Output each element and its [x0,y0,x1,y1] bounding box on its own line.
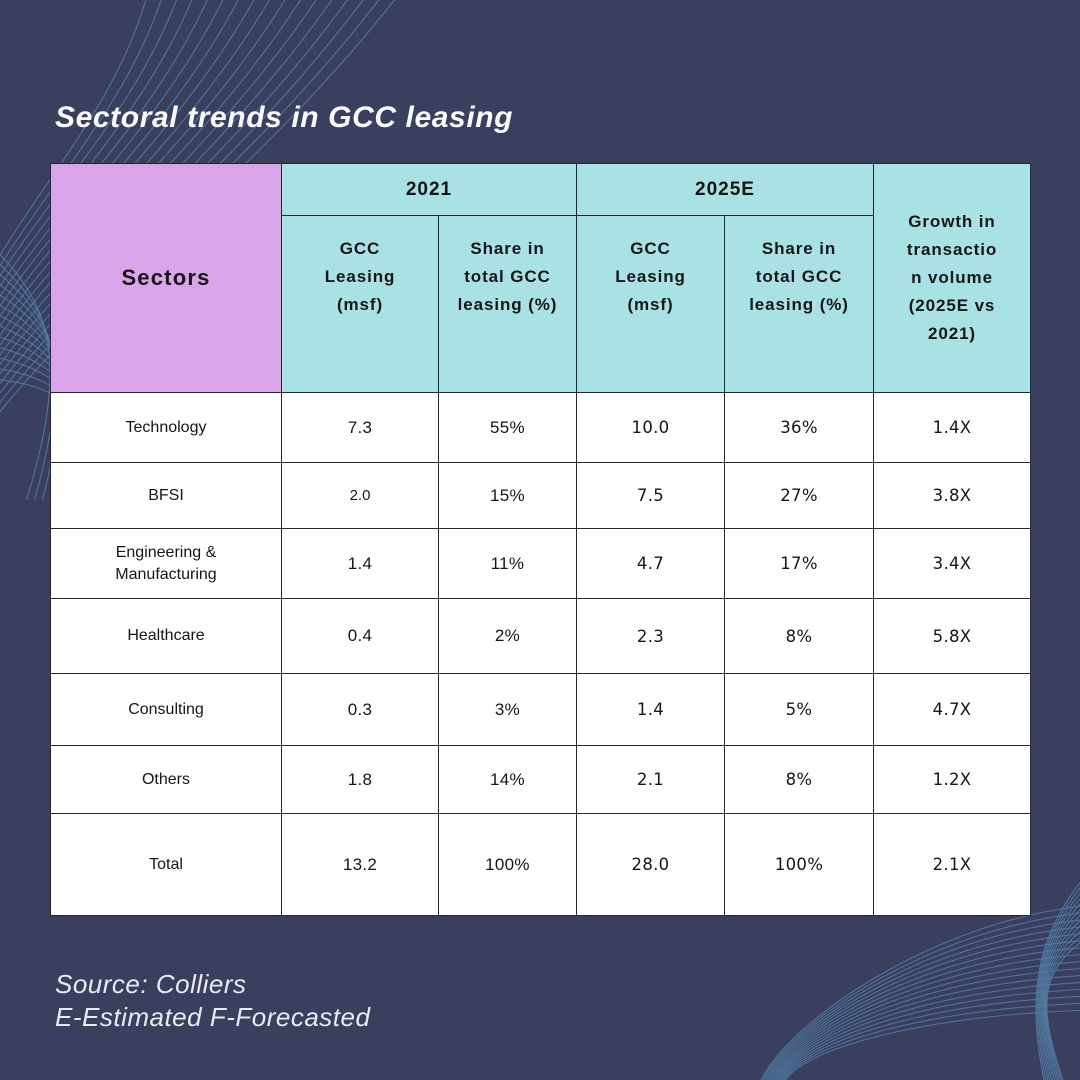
header-growth-in-transaction-volume: Growth in transactio n volume (2025E vs … [873,163,1032,393]
page-title: Sectoral trends in GCC leasing [55,101,514,134]
table-row-others: Others 1.8 14% 2.1 8% 1.2X [50,745,1032,814]
header-gcc-leasing-msf-2025e: GCC Leasing (msf) [576,215,725,393]
value-cell: 1.2X [873,745,1032,814]
value-cell: 1.4X [873,392,1032,463]
value-cell: 7.5 [576,462,725,529]
sector-cell: Healthcare [50,598,282,674]
header-year-2025e: 2025E [575,163,875,216]
sub-header-row: GCC Leasing (msf) Share in total GCC lea… [51,215,1031,393]
source-note: Source: Colliers [55,969,247,999]
year-band-row: Sectors 2021 2025E Growth in transactio … [50,163,1032,393]
legend-note: E-Estimated F-Forecasted [55,1002,371,1032]
value-cell: 2.1 [576,745,725,814]
value-cell: 100% [723,813,875,916]
gcc-leasing-table: Sectors 2021 2025E Growth in transactio … [50,163,1032,916]
value-cell: 2.1X [873,813,1032,916]
header-share-total-gcc-leasing-2021: Share in total GCC leasing (%) [438,215,577,393]
value-cell: 55% [438,392,577,463]
value-cell: 100% [438,813,577,916]
table-row-consulting: Consulting 0.3 3% 1.4 5% 4.7X [50,673,1032,746]
header-year-2021: 2021 [281,163,577,216]
value-cell: 0.3 [281,673,439,746]
value-cell: 28.0 [576,813,725,916]
sector-cell: Others [50,745,282,814]
value-cell: 17% [723,528,875,599]
table-row-healthcare: Healthcare 0.4 2% 2.3 8% 5.8X [50,598,1032,674]
value-cell: 5% [723,673,875,746]
value-cell: 11% [438,528,577,599]
sector-cell: BFSI [50,462,282,529]
value-cell: 4.7X [873,673,1032,746]
value-cell: 8% [723,745,875,814]
value-cell: 5.8X [873,598,1032,674]
footer-notes: Source: Colliers E-Estimated F-Forecaste… [55,968,370,1034]
header-share-total-gcc-leasing-2025e: Share in total GCC leasing (%) [723,215,875,393]
value-cell: 10.0 [576,392,725,463]
value-cell: 15% [438,462,577,529]
value-cell: 2.3 [576,598,725,674]
sector-cell: Total [50,813,282,916]
value-cell: 7.3 [281,392,439,463]
table-row-engineering-manufacturing: Engineering & Manufacturing 1.4 11% 4.7 … [50,528,1032,599]
table-row-technology: Technology 7.3 55% 10.0 36% 1.4X [50,392,1032,463]
value-cell: 36% [723,392,875,463]
sector-cell: Technology [50,392,282,463]
value-cell: 1.4 [281,528,439,599]
value-cell: 27% [723,462,875,529]
value-cell: 0.4 [281,598,439,674]
value-cell: 1.4 [576,673,725,746]
header-gcc-leasing-msf-2021: GCC Leasing (msf) [281,215,439,393]
value-cell: 13.2 [281,813,439,916]
value-cell: 2% [438,598,577,674]
sector-cell: Consulting [50,673,282,746]
value-cell: 2.0 [281,462,439,529]
value-cell: 4.7 [576,528,725,599]
value-cell: 3.4X [873,528,1032,599]
value-cell: 8% [723,598,875,674]
value-cell: 3% [438,673,577,746]
sector-cell: Engineering & Manufacturing [50,528,282,599]
table-row-total: Total 13.2 100% 28.0 100% 2.1X [50,813,1032,916]
table-row-bfsi: BFSI 2.0 15% 7.5 27% 3.8X [50,462,1032,529]
value-cell: 1.8 [281,745,439,814]
value-cell: 3.8X [873,462,1032,529]
header-sectors: Sectors [50,163,282,393]
value-cell: 14% [438,745,577,814]
